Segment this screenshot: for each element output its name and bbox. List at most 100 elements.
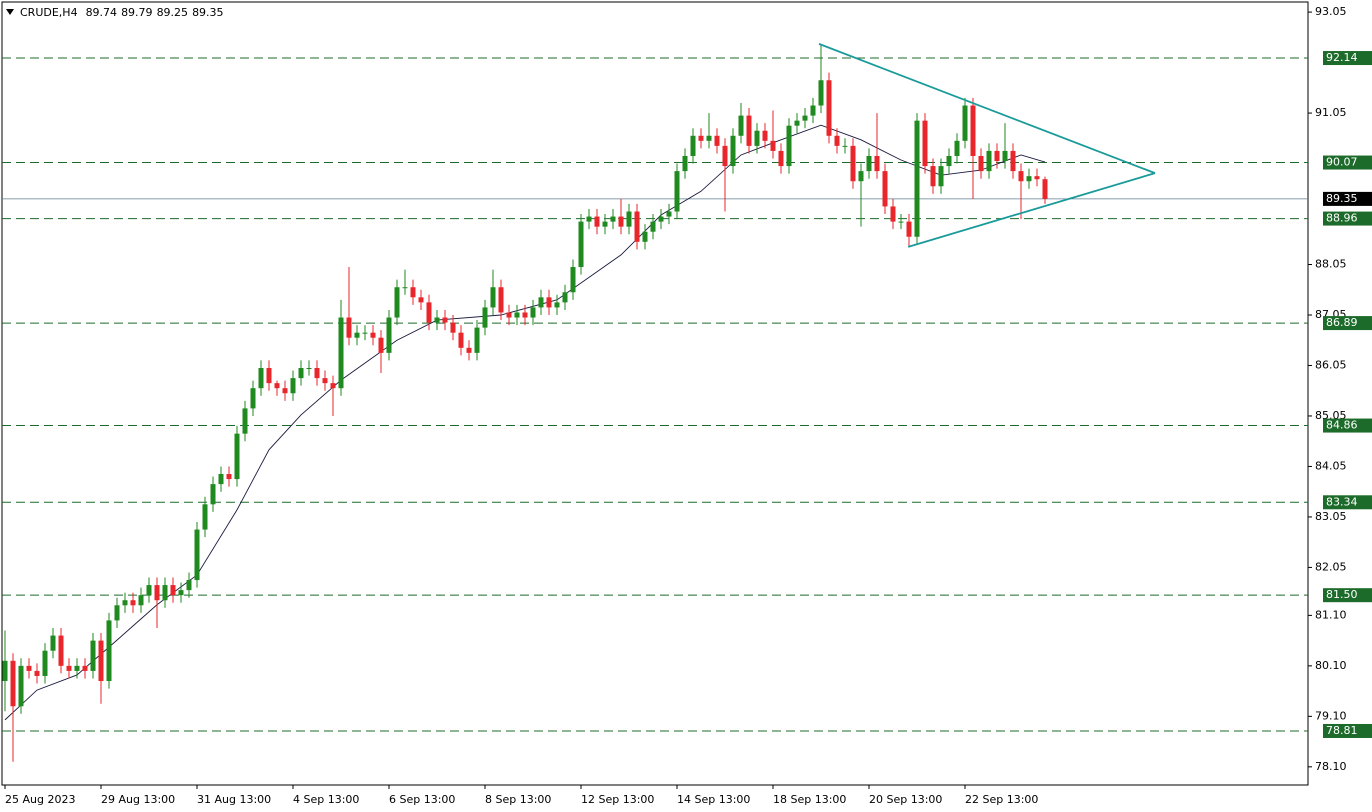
candle-body	[234, 433, 240, 480]
x-tick-label: 14 Sep 13:00	[677, 793, 750, 806]
candle-body	[882, 171, 888, 207]
candle-body	[202, 504, 208, 530]
candle-body	[442, 317, 448, 323]
candle-body	[450, 322, 456, 333]
candle-body	[490, 287, 496, 308]
candle-body	[634, 211, 640, 242]
candle-body	[242, 408, 248, 434]
candle-body	[714, 135, 720, 146]
x-tick-label: 20 Sep 13:00	[869, 793, 942, 806]
level-label-bg	[1323, 51, 1372, 66]
candle-body	[1034, 176, 1040, 180]
candle-body	[50, 635, 56, 651]
level-label: 81.50	[1326, 588, 1358, 601]
level-label-bg	[1323, 155, 1372, 170]
candle-body	[506, 312, 512, 318]
candle-body	[962, 105, 968, 141]
trendline	[818, 43, 1156, 174]
candle-body	[674, 171, 680, 212]
candle-body	[338, 317, 344, 389]
candle-body	[186, 580, 192, 591]
candle-body	[42, 650, 48, 676]
candle-body	[746, 115, 752, 146]
x-tick-label: 31 Aug 13:00	[197, 793, 271, 806]
candle-body	[1042, 179, 1048, 199]
header: CRUDE,H4 89.74 89.79 89.25 89.35	[20, 6, 224, 19]
x-tick-label: 12 Sep 13:00	[581, 793, 654, 806]
candle-body	[330, 383, 336, 389]
level-label: 90.07	[1326, 156, 1358, 169]
candle-body	[2, 660, 8, 682]
level-label: 88.96	[1326, 212, 1358, 225]
candle-body	[138, 595, 144, 606]
candle-body	[386, 317, 392, 353]
candle-body	[1010, 150, 1016, 172]
candle-body	[122, 600, 128, 606]
candle-body	[858, 171, 864, 182]
candle-body	[458, 332, 464, 348]
y-tick-label: 83.05	[1315, 510, 1347, 523]
candle-body	[154, 585, 160, 601]
candle-body	[322, 378, 328, 384]
candle-body	[986, 150, 992, 172]
candle-body	[370, 332, 376, 338]
y-tick-label: 81.10	[1315, 608, 1347, 621]
candle-body	[850, 145, 856, 182]
y-tick-label: 93.05	[1315, 5, 1347, 18]
candle-body	[826, 80, 832, 136]
candle-body	[770, 140, 776, 151]
candle-body	[706, 135, 712, 141]
candle-body	[874, 155, 880, 172]
y-tick-label: 86.05	[1315, 358, 1347, 371]
candle-body	[178, 590, 184, 596]
candle-body	[474, 327, 480, 353]
candle-body	[1026, 176, 1032, 182]
last-open: 89.74	[86, 6, 118, 19]
candle-body	[594, 216, 600, 227]
candle-body	[842, 145, 848, 147]
candle-body	[818, 80, 824, 106]
candle-body	[410, 287, 416, 298]
candle-body	[978, 155, 984, 172]
x-tick-label: 4 Sep 13:00	[293, 793, 359, 806]
candle-body	[146, 585, 152, 596]
candle-body	[210, 484, 216, 505]
candle-body	[26, 665, 32, 671]
candle-body	[426, 302, 432, 323]
level-label: 86.89	[1326, 316, 1358, 329]
candle-body	[546, 297, 552, 308]
current-price-label: 89.35	[1326, 192, 1358, 205]
candle-body	[226, 474, 232, 480]
candle-body	[530, 307, 536, 318]
x-tick-label: 25 Aug 2023	[5, 793, 75, 806]
candle-body	[306, 368, 312, 370]
candle-body	[194, 529, 200, 581]
candle-body	[90, 640, 96, 671]
candle-body	[922, 120, 928, 167]
candle-body	[58, 635, 64, 666]
candle-body	[650, 221, 656, 232]
y-tick-label: 78.10	[1315, 760, 1347, 773]
candle-body	[274, 383, 280, 389]
candle-body	[578, 221, 584, 268]
candle-body	[786, 125, 792, 167]
candle-body	[802, 115, 808, 121]
candle-body	[378, 337, 384, 353]
candle-body	[610, 216, 616, 222]
candle-body	[722, 145, 728, 167]
level-label: 92.14	[1326, 51, 1358, 64]
candle-body	[690, 135, 696, 156]
candle-body	[602, 221, 608, 227]
candle-body	[810, 105, 816, 116]
candle-body	[106, 620, 112, 682]
header-arrow	[6, 9, 14, 15]
x-tick-label: 29 Aug 13:00	[101, 793, 175, 806]
candle-body	[586, 216, 592, 222]
candle-body	[762, 130, 768, 141]
candle-body	[10, 660, 16, 707]
candle-body	[282, 388, 288, 394]
candle-body	[18, 665, 24, 707]
candle-body	[74, 665, 80, 671]
candle-body	[642, 231, 648, 242]
